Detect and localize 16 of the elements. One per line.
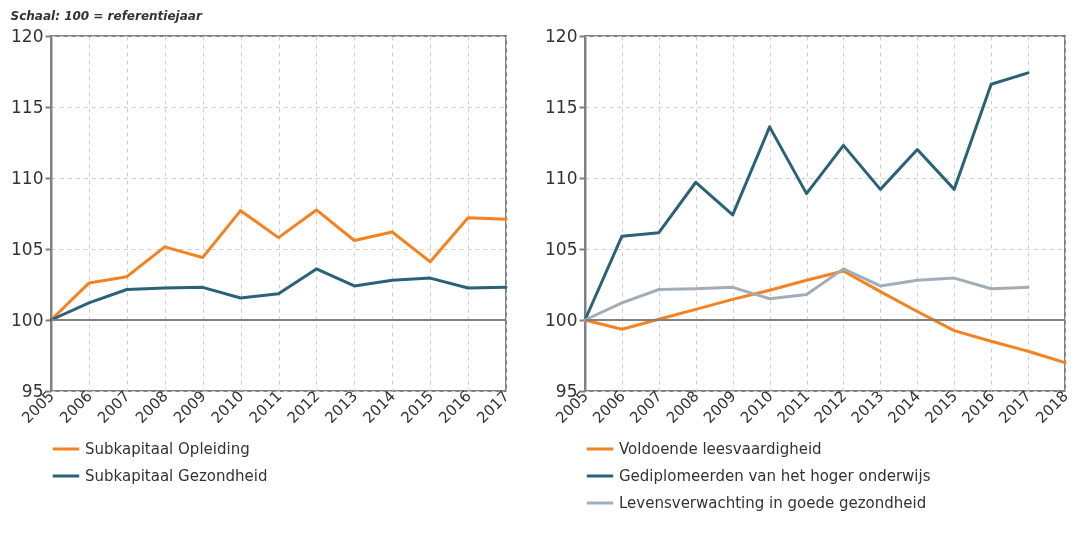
legend-label: Voldoende leesvaardigheid bbox=[619, 440, 822, 458]
y-tick-label: 120 bbox=[11, 25, 44, 46]
legend-label: Subkapitaal Gezondheid bbox=[85, 467, 268, 485]
y-tick-label: 105 bbox=[11, 238, 44, 259]
y-tick-label: 110 bbox=[545, 167, 578, 188]
y-tick-label: 100 bbox=[11, 309, 44, 330]
y-tick-label: 115 bbox=[11, 96, 44, 117]
y-tick-label: 105 bbox=[545, 238, 578, 259]
legend-label: Gediplomeerden van het hoger onderwijs bbox=[619, 467, 931, 485]
y-tick-label: 110 bbox=[11, 167, 44, 188]
y-tick-label: 120 bbox=[545, 25, 578, 46]
y-tick-label: 115 bbox=[545, 96, 578, 117]
legend-label: Levensverwachting in goede gezondheid bbox=[619, 494, 927, 512]
y-tick-label: 100 bbox=[545, 309, 578, 330]
chart-subtitle: Schaal: 100 = referentiejaar bbox=[10, 9, 203, 23]
legend-label: Subkapitaal Opleiding bbox=[85, 440, 250, 458]
